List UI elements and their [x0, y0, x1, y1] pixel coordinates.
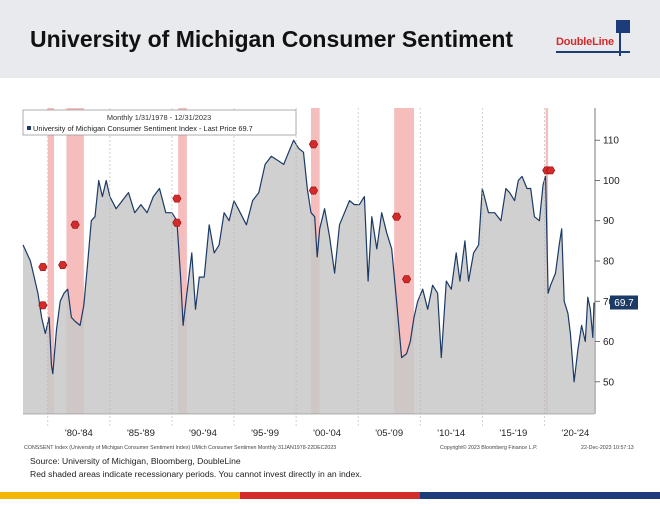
recession-marker: [308, 186, 319, 195]
y-tick-label: 60: [603, 337, 615, 348]
logo-bar-horizontal: [556, 51, 630, 53]
sentiment-chart: 50 60 70 80 90 100 110 '80-'84 '85-'89 '90-'94 '9…: [22, 108, 638, 453]
x-tick-label: '80-'84: [65, 428, 93, 439]
x-tick-label: '00-'04: [313, 428, 341, 439]
footer-timestamp: 22-Dec-2023 10:57:13: [581, 445, 634, 451]
legend-swatch: [27, 126, 31, 130]
page-title: University of Michigan Consumer Sentimen…: [30, 26, 514, 52]
x-tick-label: '95-'99: [251, 428, 279, 439]
last-price-box: [610, 295, 638, 310]
footer-copyright: Copyright© 2023 Bloomberg Finance L.P.: [440, 444, 537, 451]
recession-marker: [392, 212, 402, 221]
recession-markers: [38, 140, 556, 310]
x-tick-label: '20-'24: [561, 428, 589, 439]
stripe-red: [240, 492, 420, 499]
recession-note: Red shaded areas indicate recessionary p…: [30, 469, 363, 479]
x-gridlines: [23, 108, 594, 428]
y-tick-label: 50: [603, 377, 615, 388]
x-tick-label: '05-'09: [375, 428, 403, 439]
x-tick-label: '90-'94: [189, 428, 217, 439]
x-tick-label: '10-'14: [437, 428, 465, 439]
recession-marker: [172, 218, 182, 227]
y-tick-label: 100: [603, 176, 620, 187]
recession-band: [178, 108, 187, 414]
x-tick-label: '85-'89: [127, 428, 155, 439]
recession-marker: [172, 194, 182, 203]
series-line: [22, 139, 595, 383]
stripe-navy: [420, 492, 660, 499]
x-tick-label: '15-'19: [499, 428, 527, 439]
y-tick-label: 110: [603, 136, 619, 147]
recession-marker: [38, 301, 48, 310]
recession-marker: [58, 261, 68, 269]
series-area: [22, 139, 595, 414]
last-price-label: 69.7: [610, 295, 638, 310]
logo-text: DoubleLine: [556, 36, 614, 48]
recession-marker: [70, 220, 80, 229]
header-band: [0, 0, 660, 78]
legend-period: Monthly 1/31/1978 - 12/31/2023: [107, 113, 211, 122]
recession-marker: [38, 263, 48, 271]
y-tick-label: 80: [603, 257, 615, 268]
stripe-yellow: [0, 492, 240, 499]
last-price-value: 69.7: [614, 298, 634, 309]
logo-bar-vertical: [619, 20, 621, 56]
bloomberg-footer: CONSSENT Index (University of Michigan C…: [24, 444, 634, 451]
recession-marker: [308, 140, 319, 149]
y-tick-label: 90: [603, 216, 615, 227]
legend: Monthly 1/31/1978 - 12/31/2023 Universit…: [22, 109, 297, 136]
legend-series-label: University of Michigan Consumer Sentimen…: [33, 124, 253, 133]
recession-marker: [402, 275, 412, 284]
y-axis: 50 60 70 80 90 100 110: [594, 108, 620, 414]
legend-box: [22, 109, 297, 136]
recession-band: [47, 108, 55, 414]
footer-index-desc: CONSSENT Index (University of Michigan C…: [24, 445, 336, 451]
x-tick-labels: '80-'84 '85-'89 '90-'94 '95-'99 '00-'04 '05-'…: [65, 428, 589, 439]
source-note: Source: University of Michigan, Bloomber…: [30, 456, 241, 466]
y-tick-label: 70: [603, 297, 615, 308]
chart-svg: 50 60 70 80 90 100 110 '80-'84 '85-'89 '90-'94 '9…: [22, 108, 638, 451]
recession-marker: [546, 166, 556, 175]
series-fill: [23, 140, 594, 414]
